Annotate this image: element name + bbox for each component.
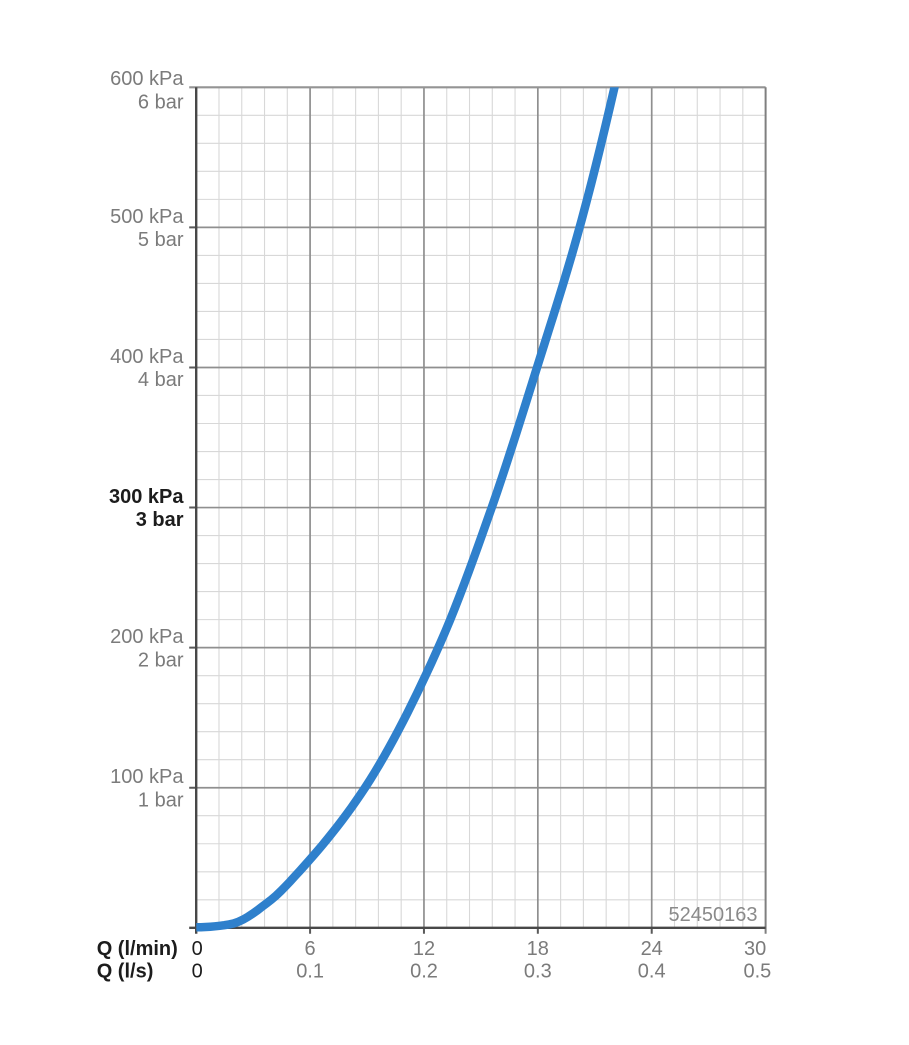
svg-text:500 kPa: 500 kPa xyxy=(110,206,184,228)
svg-text:400 kPa: 400 kPa xyxy=(110,346,184,368)
svg-text:0.4: 0.4 xyxy=(638,961,666,983)
svg-text:24: 24 xyxy=(641,938,663,960)
svg-text:3 bar: 3 bar xyxy=(136,509,184,531)
svg-text:200 kPa: 200 kPa xyxy=(110,626,184,648)
svg-text:18: 18 xyxy=(527,938,549,960)
svg-text:0: 0 xyxy=(192,938,203,960)
svg-text:600 kPa: 600 kPa xyxy=(110,68,184,90)
svg-text:Q (l/s): Q (l/s) xyxy=(97,961,154,983)
svg-text:6: 6 xyxy=(305,938,316,960)
svg-text:30: 30 xyxy=(744,938,766,960)
svg-text:1 bar: 1 bar xyxy=(138,789,184,811)
svg-text:0: 0 xyxy=(192,961,203,983)
svg-text:300 kPa: 300 kPa xyxy=(109,486,184,508)
svg-text:0.5: 0.5 xyxy=(743,961,771,983)
svg-text:2 bar: 2 bar xyxy=(138,649,184,671)
svg-text:0.2: 0.2 xyxy=(410,961,438,983)
svg-text:6 bar: 6 bar xyxy=(138,91,184,113)
svg-text:100 kPa: 100 kPa xyxy=(110,766,184,788)
svg-text:0.3: 0.3 xyxy=(524,961,552,983)
svg-text:4 bar: 4 bar xyxy=(138,369,184,391)
svg-text:5 bar: 5 bar xyxy=(138,229,184,251)
svg-text:12: 12 xyxy=(413,938,435,960)
svg-text:52450163: 52450163 xyxy=(669,904,758,926)
svg-text:0.1: 0.1 xyxy=(296,961,324,983)
svg-text:Q (l/min): Q (l/min) xyxy=(97,938,178,960)
